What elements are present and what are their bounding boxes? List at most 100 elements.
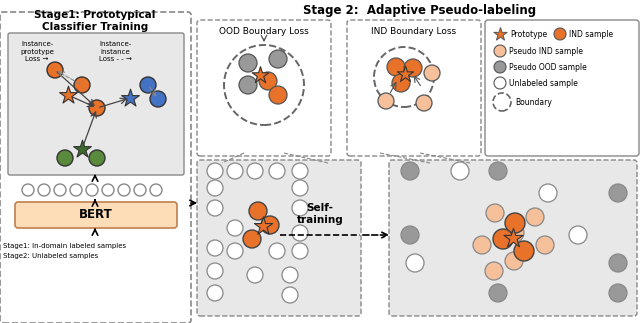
Circle shape (207, 263, 223, 279)
Circle shape (404, 59, 422, 77)
Circle shape (451, 162, 469, 180)
Circle shape (259, 72, 277, 90)
Text: Stage2: Unlabeled samples: Stage2: Unlabeled samples (3, 253, 99, 259)
Circle shape (207, 285, 223, 301)
Circle shape (150, 91, 166, 107)
Circle shape (292, 163, 308, 179)
Point (400, 71, 410, 77)
Circle shape (506, 224, 524, 242)
Circle shape (261, 216, 279, 234)
FancyBboxPatch shape (197, 160, 361, 316)
Circle shape (243, 230, 261, 248)
Circle shape (89, 100, 105, 116)
Circle shape (292, 243, 308, 259)
Circle shape (378, 93, 394, 109)
Circle shape (282, 287, 298, 303)
Circle shape (292, 180, 308, 196)
Circle shape (526, 208, 544, 226)
Circle shape (569, 226, 587, 244)
FancyBboxPatch shape (197, 20, 331, 156)
Text: Pseudo IND sample: Pseudo IND sample (509, 47, 583, 56)
Circle shape (239, 76, 257, 94)
Circle shape (249, 202, 267, 220)
Circle shape (609, 284, 627, 302)
FancyBboxPatch shape (485, 20, 639, 156)
Text: IND Boundary Loss: IND Boundary Loss (371, 27, 456, 36)
Point (258, 224, 268, 229)
Circle shape (505, 252, 523, 270)
Text: Prototype: Prototype (510, 29, 547, 38)
Point (508, 235, 518, 241)
Circle shape (239, 54, 257, 72)
Circle shape (514, 241, 534, 261)
Circle shape (494, 45, 506, 57)
Text: Stage 2:  Adaptive Pseudo-labeling: Stage 2: Adaptive Pseudo-labeling (303, 4, 536, 17)
Circle shape (392, 74, 410, 92)
Circle shape (38, 184, 50, 196)
Circle shape (269, 163, 285, 179)
Circle shape (54, 184, 66, 196)
Circle shape (609, 184, 627, 202)
Circle shape (536, 236, 554, 254)
Circle shape (247, 267, 263, 283)
Circle shape (227, 220, 243, 236)
Circle shape (70, 184, 82, 196)
Circle shape (282, 267, 298, 283)
Circle shape (207, 200, 223, 216)
Text: Self-
training: Self- training (296, 203, 344, 225)
Circle shape (134, 184, 146, 196)
Text: Boundary: Boundary (515, 98, 552, 107)
Circle shape (416, 95, 432, 111)
Text: OOD Boundary Loss: OOD Boundary Loss (219, 27, 309, 36)
Circle shape (609, 254, 627, 272)
Circle shape (292, 225, 308, 241)
Circle shape (22, 184, 34, 196)
Circle shape (292, 200, 308, 216)
Circle shape (406, 254, 424, 272)
Circle shape (227, 163, 243, 179)
Circle shape (401, 226, 419, 244)
Circle shape (86, 184, 98, 196)
Text: Stage1: In-domain labeled samples: Stage1: In-domain labeled samples (3, 243, 126, 249)
Circle shape (489, 162, 507, 180)
Circle shape (207, 240, 223, 256)
Circle shape (269, 50, 287, 68)
Circle shape (47, 62, 63, 78)
Point (63, 92, 73, 98)
Circle shape (247, 163, 263, 179)
Circle shape (401, 162, 419, 180)
Text: IND sample: IND sample (569, 29, 613, 38)
Text: Instance-
instance
Loss - - →: Instance- instance Loss - - → (99, 41, 131, 62)
Circle shape (207, 163, 223, 179)
Point (495, 31, 505, 36)
Circle shape (269, 243, 285, 259)
Circle shape (486, 204, 504, 222)
Circle shape (494, 77, 506, 89)
Point (125, 95, 135, 100)
Circle shape (269, 86, 287, 104)
Circle shape (493, 229, 513, 249)
Circle shape (207, 180, 223, 196)
Text: Unlabeled sample: Unlabeled sample (509, 78, 578, 88)
Circle shape (505, 213, 525, 233)
Circle shape (424, 65, 440, 81)
Text: Pseudo OOD sample: Pseudo OOD sample (509, 62, 587, 71)
Circle shape (140, 77, 156, 93)
Circle shape (118, 184, 130, 196)
Circle shape (489, 284, 507, 302)
Circle shape (473, 236, 491, 254)
Circle shape (485, 262, 503, 280)
Point (77, 146, 87, 151)
Circle shape (74, 77, 90, 93)
FancyBboxPatch shape (347, 20, 481, 156)
Text: Stage1: Prototypical
Classifier Training: Stage1: Prototypical Classifier Training (35, 10, 156, 32)
FancyBboxPatch shape (8, 33, 184, 175)
FancyBboxPatch shape (389, 160, 637, 316)
Circle shape (227, 243, 243, 259)
FancyBboxPatch shape (0, 12, 191, 323)
Circle shape (150, 184, 162, 196)
Point (255, 72, 265, 78)
Text: BERT: BERT (79, 209, 113, 222)
Circle shape (57, 150, 73, 166)
Circle shape (102, 184, 114, 196)
